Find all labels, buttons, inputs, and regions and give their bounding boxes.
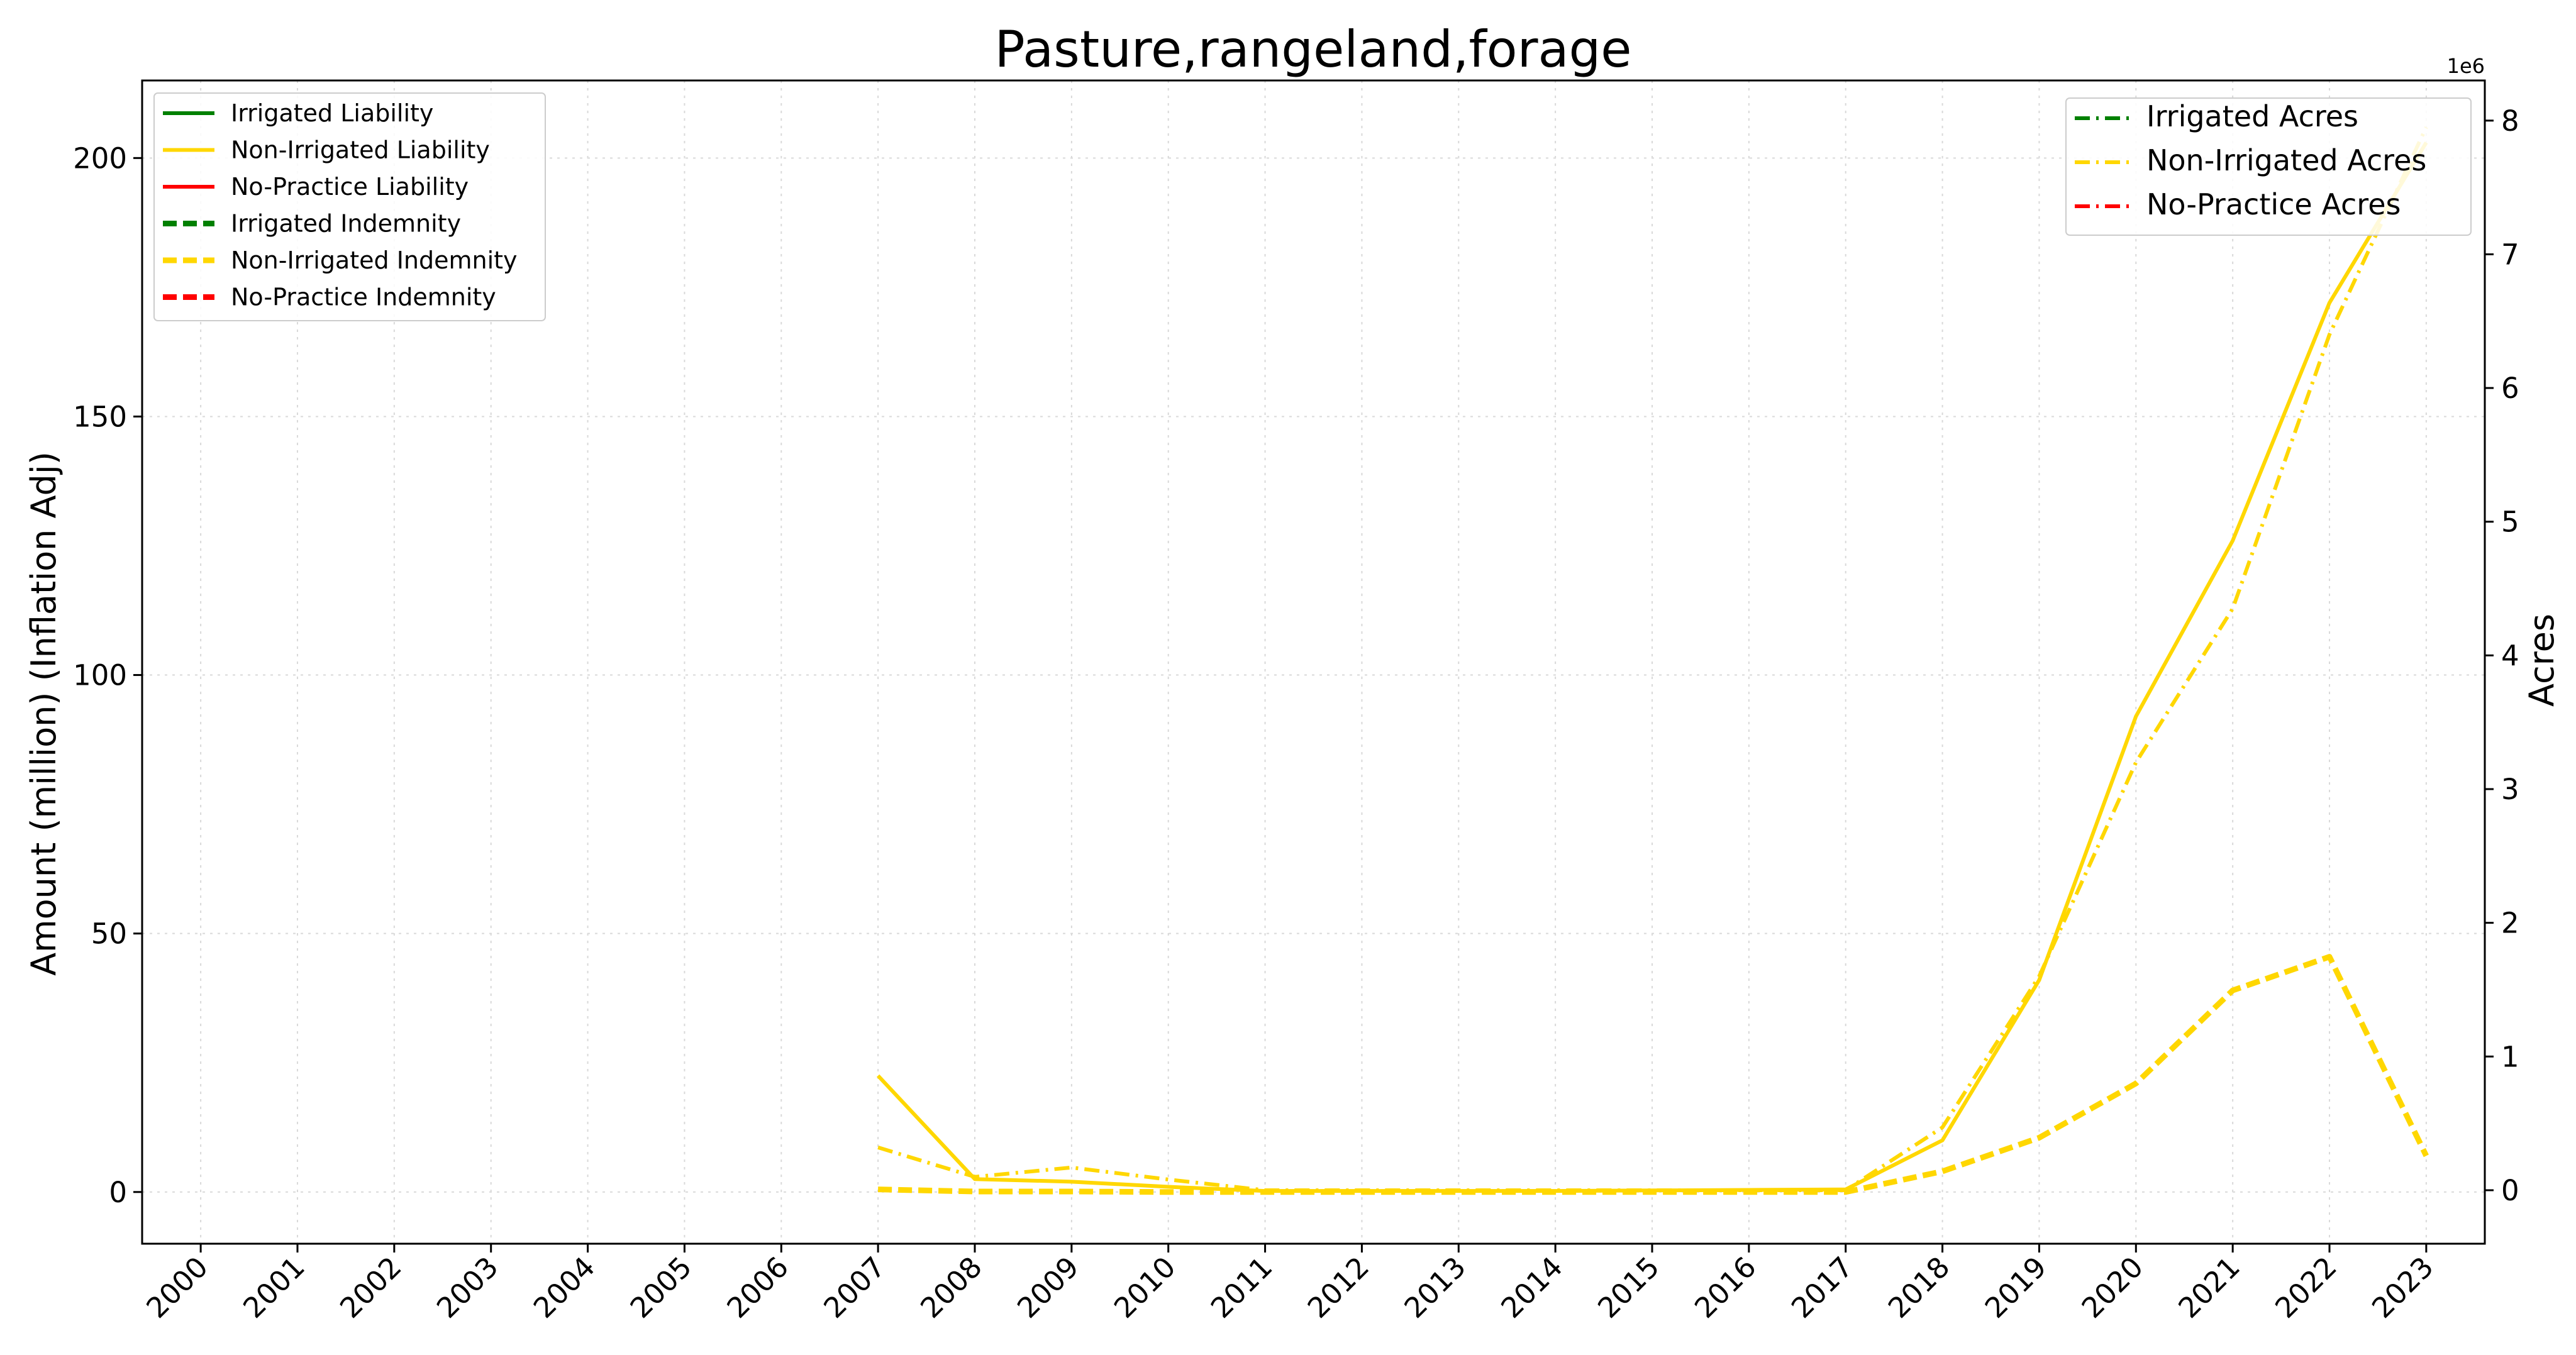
legend-label: No-Practice Indemnity [231,284,496,311]
chart-title: Pasture,rangeland,forage [994,20,1631,79]
x-tick-label: 2016 [1688,1250,1762,1324]
series-lines [876,126,2429,1195]
x-tick-label: 2017 [1785,1250,1859,1324]
x-tick-label: 2010 [1108,1250,1182,1324]
legend-right: Irrigated Acres Non-Irrigated Acres No-Pra… [2065,97,2472,236]
series-line-non-irrigated-acres [877,126,2428,1192]
legend-box [2065,97,2472,236]
legend-left: Irrigated Liability Non-Irrigated Liabili… [153,92,546,321]
legend-box [153,92,546,321]
y2-tick-label: 0 [2501,1174,2519,1207]
x-tick-label: 2018 [1882,1250,1956,1324]
y2-tick-label: 8 [2501,104,2519,138]
y2-axis-ticks: 0 1 2 3 4 5 6 7 8 [2485,104,2519,1207]
x-axis-ticks: 2000 2001 2002 2003 2004 2005 2006 2007 2008 2009… [140,1244,2440,1325]
y-tick-label: 150 [73,400,127,433]
x-tick-label: 2014 [1494,1250,1568,1324]
x-tick-label: 2005 [624,1250,698,1324]
y2-tick-label: 2 [2501,907,2519,940]
x-tick-label: 2022 [2268,1250,2343,1324]
x-tick-label: 2013 [1398,1250,1472,1324]
x-tick-label: 2011 [1204,1250,1279,1324]
y-tick-label: 50 [91,917,127,951]
y-tick-label: 100 [73,659,127,692]
y2-tick-label: 3 [2501,773,2519,806]
legend-label: Non-Irrigated Acres [2146,143,2426,177]
legend-label: Irrigated Indemnity [231,210,461,238]
legend-label: Non-Irrigated Indemnity [231,246,518,274]
legend-label: Irrigated Liability [231,99,433,127]
x-tick-label: 2003 [430,1250,504,1324]
y2-axis-label: Acres [2522,614,2562,707]
x-tick-label: 2001 [236,1250,311,1324]
x-tick-label: 2009 [1011,1250,1085,1324]
y2-offset-text: 1e6 [2447,54,2485,78]
y-axis-ticks: 0 50 100 150 200 [73,141,142,1209]
plot-frame [141,79,2486,1245]
y-tick-label: 200 [73,141,127,175]
y-axis-label: Amount (million) (Inflation Adj) [24,451,64,976]
legend-label: Non-Irrigated Liability [231,136,490,164]
x-tick-label: 2008 [914,1250,988,1324]
x-tick-label: 2015 [1591,1250,1665,1324]
y2-tick-label: 6 [2501,372,2519,405]
y2-tick-label: 5 [2501,506,2519,539]
x-tick-label: 2023 [2365,1250,2440,1324]
legend-label: Irrigated Acres [2146,99,2358,133]
x-tick-label: 2007 [817,1250,891,1324]
x-tick-label: 2019 [1979,1250,2053,1324]
y2-tick-label: 4 [2501,639,2519,672]
x-tick-label: 2006 [721,1250,795,1324]
grid-lines [142,80,2485,1244]
x-tick-label: 2021 [2172,1250,2246,1324]
x-tick-label: 2020 [2075,1250,2150,1324]
series-line-non-irrigated-indemnity [878,954,2429,1195]
y2-tick-label: 1 [2501,1040,2519,1073]
legend-label: No-Practice Acres [2146,187,2401,221]
y-tick-label: 0 [109,1176,127,1209]
y2-tick-label: 7 [2501,238,2519,271]
x-tick-label: 2012 [1301,1250,1375,1324]
legend-label: No-Practice Liability [231,173,469,201]
x-tick-label: 2002 [333,1250,408,1324]
x-tick-label: 2004 [527,1250,601,1324]
x-tick-label: 2000 [140,1250,214,1324]
